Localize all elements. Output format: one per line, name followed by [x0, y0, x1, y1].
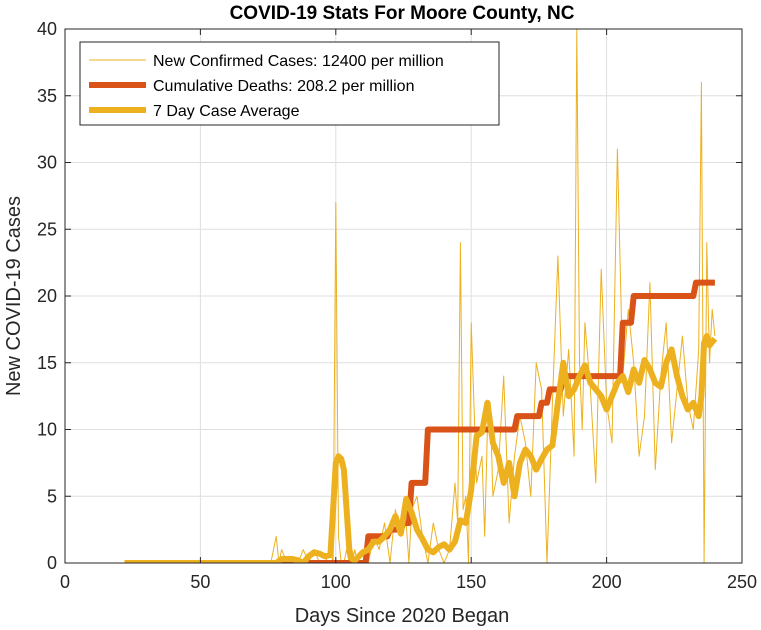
y-tick-label: 0 [47, 553, 57, 573]
legend: New Confirmed Cases: 12400 per million Cu… [79, 41, 500, 126]
x-tick-label: 250 [727, 572, 757, 592]
legend-label: New Confirmed Cases: 12400 per million [153, 53, 444, 70]
y-axis-label: New COVID-19 Cases [3, 196, 25, 396]
axes-frame [64, 28, 743, 564]
y-tick-label: 10 [37, 420, 57, 440]
y-tick-label: 25 [37, 219, 57, 239]
x-tick-label: 100 [321, 572, 351, 592]
legend-box [79, 41, 500, 126]
x-tick-label: 150 [456, 572, 486, 592]
legend-label: Cumulative Deaths: 208.2 per million [153, 78, 414, 95]
y-tick-label: 40 [37, 19, 57, 39]
x-tick-label: 200 [592, 572, 622, 592]
chart-title: COVID-19 Stats For Moore County, NC [230, 3, 575, 24]
plot-area [124, 29, 718, 563]
y-tick-label: 15 [37, 353, 57, 373]
y-tick-label: 20 [37, 286, 57, 306]
legend-label: 7 Day Case Average [153, 103, 300, 120]
series-line-3 [124, 333, 718, 563]
x-tick-label: 50 [190, 572, 210, 592]
y-tick-label: 30 [37, 153, 57, 173]
tick-labels: 0 50 100 150 200 250 0 5 10 15 20 25 30 35 40 [37, 19, 757, 592]
y-tick-label: 5 [47, 486, 57, 506]
x-axis-label: Days Since 2020 Began [295, 605, 510, 627]
y-tick-label: 35 [37, 86, 57, 106]
x-tick-label: 0 [60, 572, 70, 592]
